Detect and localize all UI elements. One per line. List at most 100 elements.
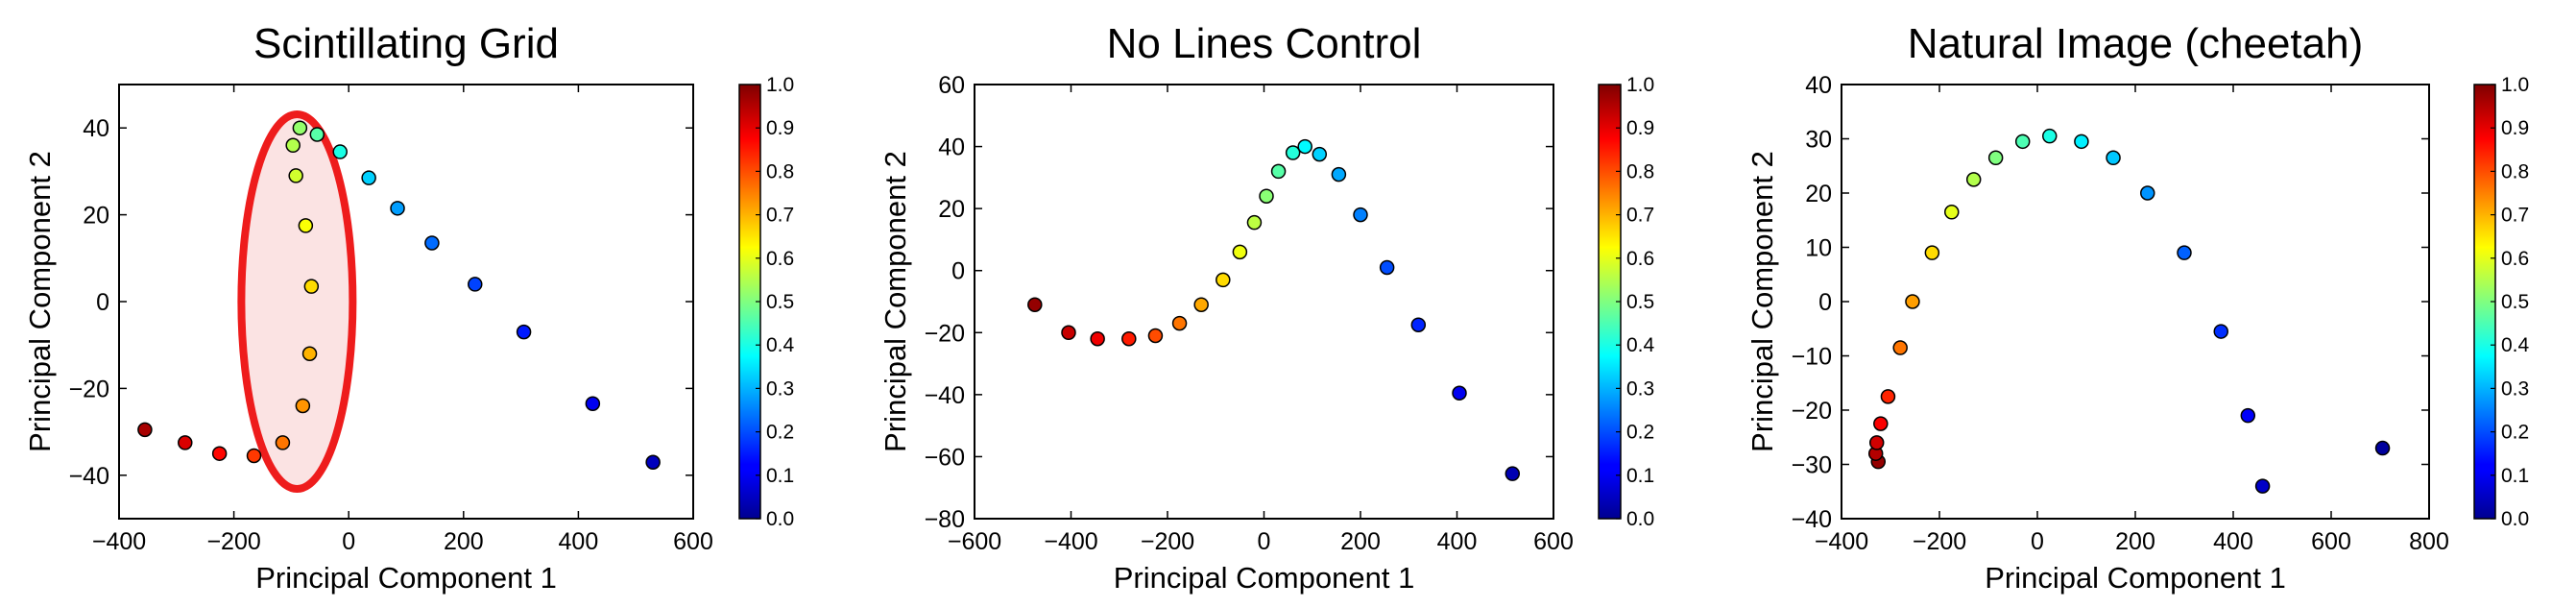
y-tick-label: −20 [69, 376, 109, 402]
x-axis-label: Principal Component 1 [1114, 561, 1415, 595]
colorbar-tick-label: 0.4 [766, 334, 795, 356]
y-tick-label: −30 [1792, 452, 1832, 479]
x-axis-label: Principal Component 1 [1985, 561, 2286, 595]
data-point [2014, 134, 2031, 150]
colorbar-tick-label: 0.0 [766, 508, 794, 530]
x-tick-label: −200 [1913, 528, 1966, 555]
x-tick-label: 400 [2213, 528, 2253, 555]
y-tick-label: 0 [96, 289, 109, 316]
data-point [1379, 259, 1395, 276]
data-point [1297, 138, 1312, 155]
colorbar: 0.0 0.1 0.2 0.3 0.4 0.5 0.6 0.7 0.8 0.9 1.0 [738, 74, 795, 530]
data-point [246, 448, 262, 464]
colorbar: 0.0 0.1 0.2 0.3 0.4 0.5 0.6 0.7 0.8 0.9 1.0 [2473, 74, 2530, 530]
data-point [1892, 340, 1908, 355]
data-point [390, 201, 405, 216]
colorbar-tick-label: 0.6 [1626, 248, 1654, 270]
y-tick-label: −60 [925, 444, 965, 471]
y-tick-label: 40 [938, 134, 965, 161]
colorbar-tick-label: 0.6 [2501, 248, 2529, 270]
highlight-ellipse [237, 110, 357, 493]
y-tick-label: 10 [1805, 235, 1832, 262]
data-point [1331, 166, 1347, 182]
y-axis-label: Principal Component 2 [879, 151, 912, 452]
data-point [1987, 150, 2004, 166]
y-tick-label: −80 [925, 506, 965, 533]
colorbar-tick-label: 0.9 [1626, 117, 1654, 139]
x-tick-label: 600 [673, 528, 713, 555]
colorbar: 0.0 0.1 0.2 0.3 0.4 0.5 0.6 0.7 0.8 0.9 1.0 [1598, 74, 1655, 530]
colorbar-tick-label: 0.3 [2501, 377, 2529, 400]
data-point [2106, 150, 2121, 166]
data-point [1027, 297, 1043, 312]
chart-title: Natural Image (cheetah) [1908, 20, 2363, 67]
data-point [2213, 324, 2228, 339]
data-point [1353, 207, 1368, 223]
data-point [645, 454, 661, 470]
colorbar-tick-label: 0.3 [1626, 377, 1654, 400]
data-point [1147, 328, 1164, 344]
plot-frame [118, 84, 694, 520]
colorbar-tick-label: 0.6 [766, 248, 794, 270]
x-tick-label: −400 [92, 528, 146, 555]
data-point [2074, 134, 2089, 150]
chart-title: No Lines Control [1107, 20, 1422, 67]
data-point [211, 446, 228, 461]
x-tick-label: −200 [206, 528, 260, 555]
colorbar-tick-label: 0.5 [2501, 291, 2529, 313]
data-point [2177, 245, 2192, 260]
data-point [288, 168, 303, 183]
data-point [1873, 416, 1889, 431]
data-point [1171, 315, 1188, 331]
data-point [1216, 272, 1231, 288]
chart-panel-2: No Lines Control Principal Component 1 Pri… [879, 20, 1655, 595]
data-point [1965, 172, 1982, 187]
data-point [2140, 185, 2155, 201]
y-tick-label: 40 [83, 115, 109, 142]
x-tick-label: −600 [948, 528, 1001, 555]
x-tick-label: 200 [444, 528, 484, 555]
colorbar-tick-label: 0.1 [766, 465, 794, 487]
x-tick-label: 800 [2409, 528, 2449, 555]
chart-panel-1: Scintillating Grid Principal Component 1 P… [23, 20, 795, 595]
y-tick-label: −40 [69, 463, 109, 490]
plot-frame [974, 84, 1554, 520]
colorbar-tick-label: 0.7 [1626, 205, 1654, 227]
x-tick-label: 200 [2115, 528, 2155, 555]
colorbar-tick-label: 1.0 [1626, 74, 1654, 96]
colorbar-tick-label: 0.0 [2501, 508, 2529, 530]
y-tick-label: 20 [1805, 181, 1832, 207]
colorbar-tick-label: 0.5 [766, 291, 794, 313]
colorbar-tick-label: 1.0 [2501, 74, 2529, 96]
data-point [1259, 188, 1274, 204]
data-point [295, 398, 311, 414]
y-tick-label: 30 [1805, 127, 1832, 154]
y-axis-label: Principal Component 2 [1745, 151, 1779, 452]
colorbar-tick-label: 0.4 [1626, 334, 1655, 356]
x-tick-label: 0 [1258, 528, 1271, 555]
data-point [1880, 389, 1896, 404]
data-point [1452, 385, 1467, 401]
data-point [285, 137, 301, 154]
data-point [1121, 330, 1137, 347]
data-point [137, 422, 153, 438]
data-point [298, 218, 314, 233]
colorbar-tick-label: 0.8 [1626, 160, 1654, 182]
x-tick-label: 0 [342, 528, 355, 555]
x-tick-label: 600 [1533, 528, 1574, 555]
colorbar-tick-label: 0.5 [1626, 291, 1654, 313]
y-axis-label: Principal Component 2 [23, 151, 57, 452]
data-point [1246, 214, 1263, 231]
colorbar-tick-label: 0.2 [766, 422, 794, 444]
chart-title: Scintillating Grid [253, 20, 559, 67]
data-point [468, 277, 483, 292]
data-point [1061, 325, 1076, 341]
data-point [1924, 245, 1940, 260]
data-point [2254, 478, 2271, 494]
colorbar-tick-label: 1.0 [766, 74, 794, 96]
y-tick-label: −10 [1792, 344, 1832, 371]
x-tick-label: −400 [1815, 528, 1868, 555]
y-tick-label: −20 [925, 320, 965, 347]
y-tick-label: −40 [1792, 506, 1832, 533]
